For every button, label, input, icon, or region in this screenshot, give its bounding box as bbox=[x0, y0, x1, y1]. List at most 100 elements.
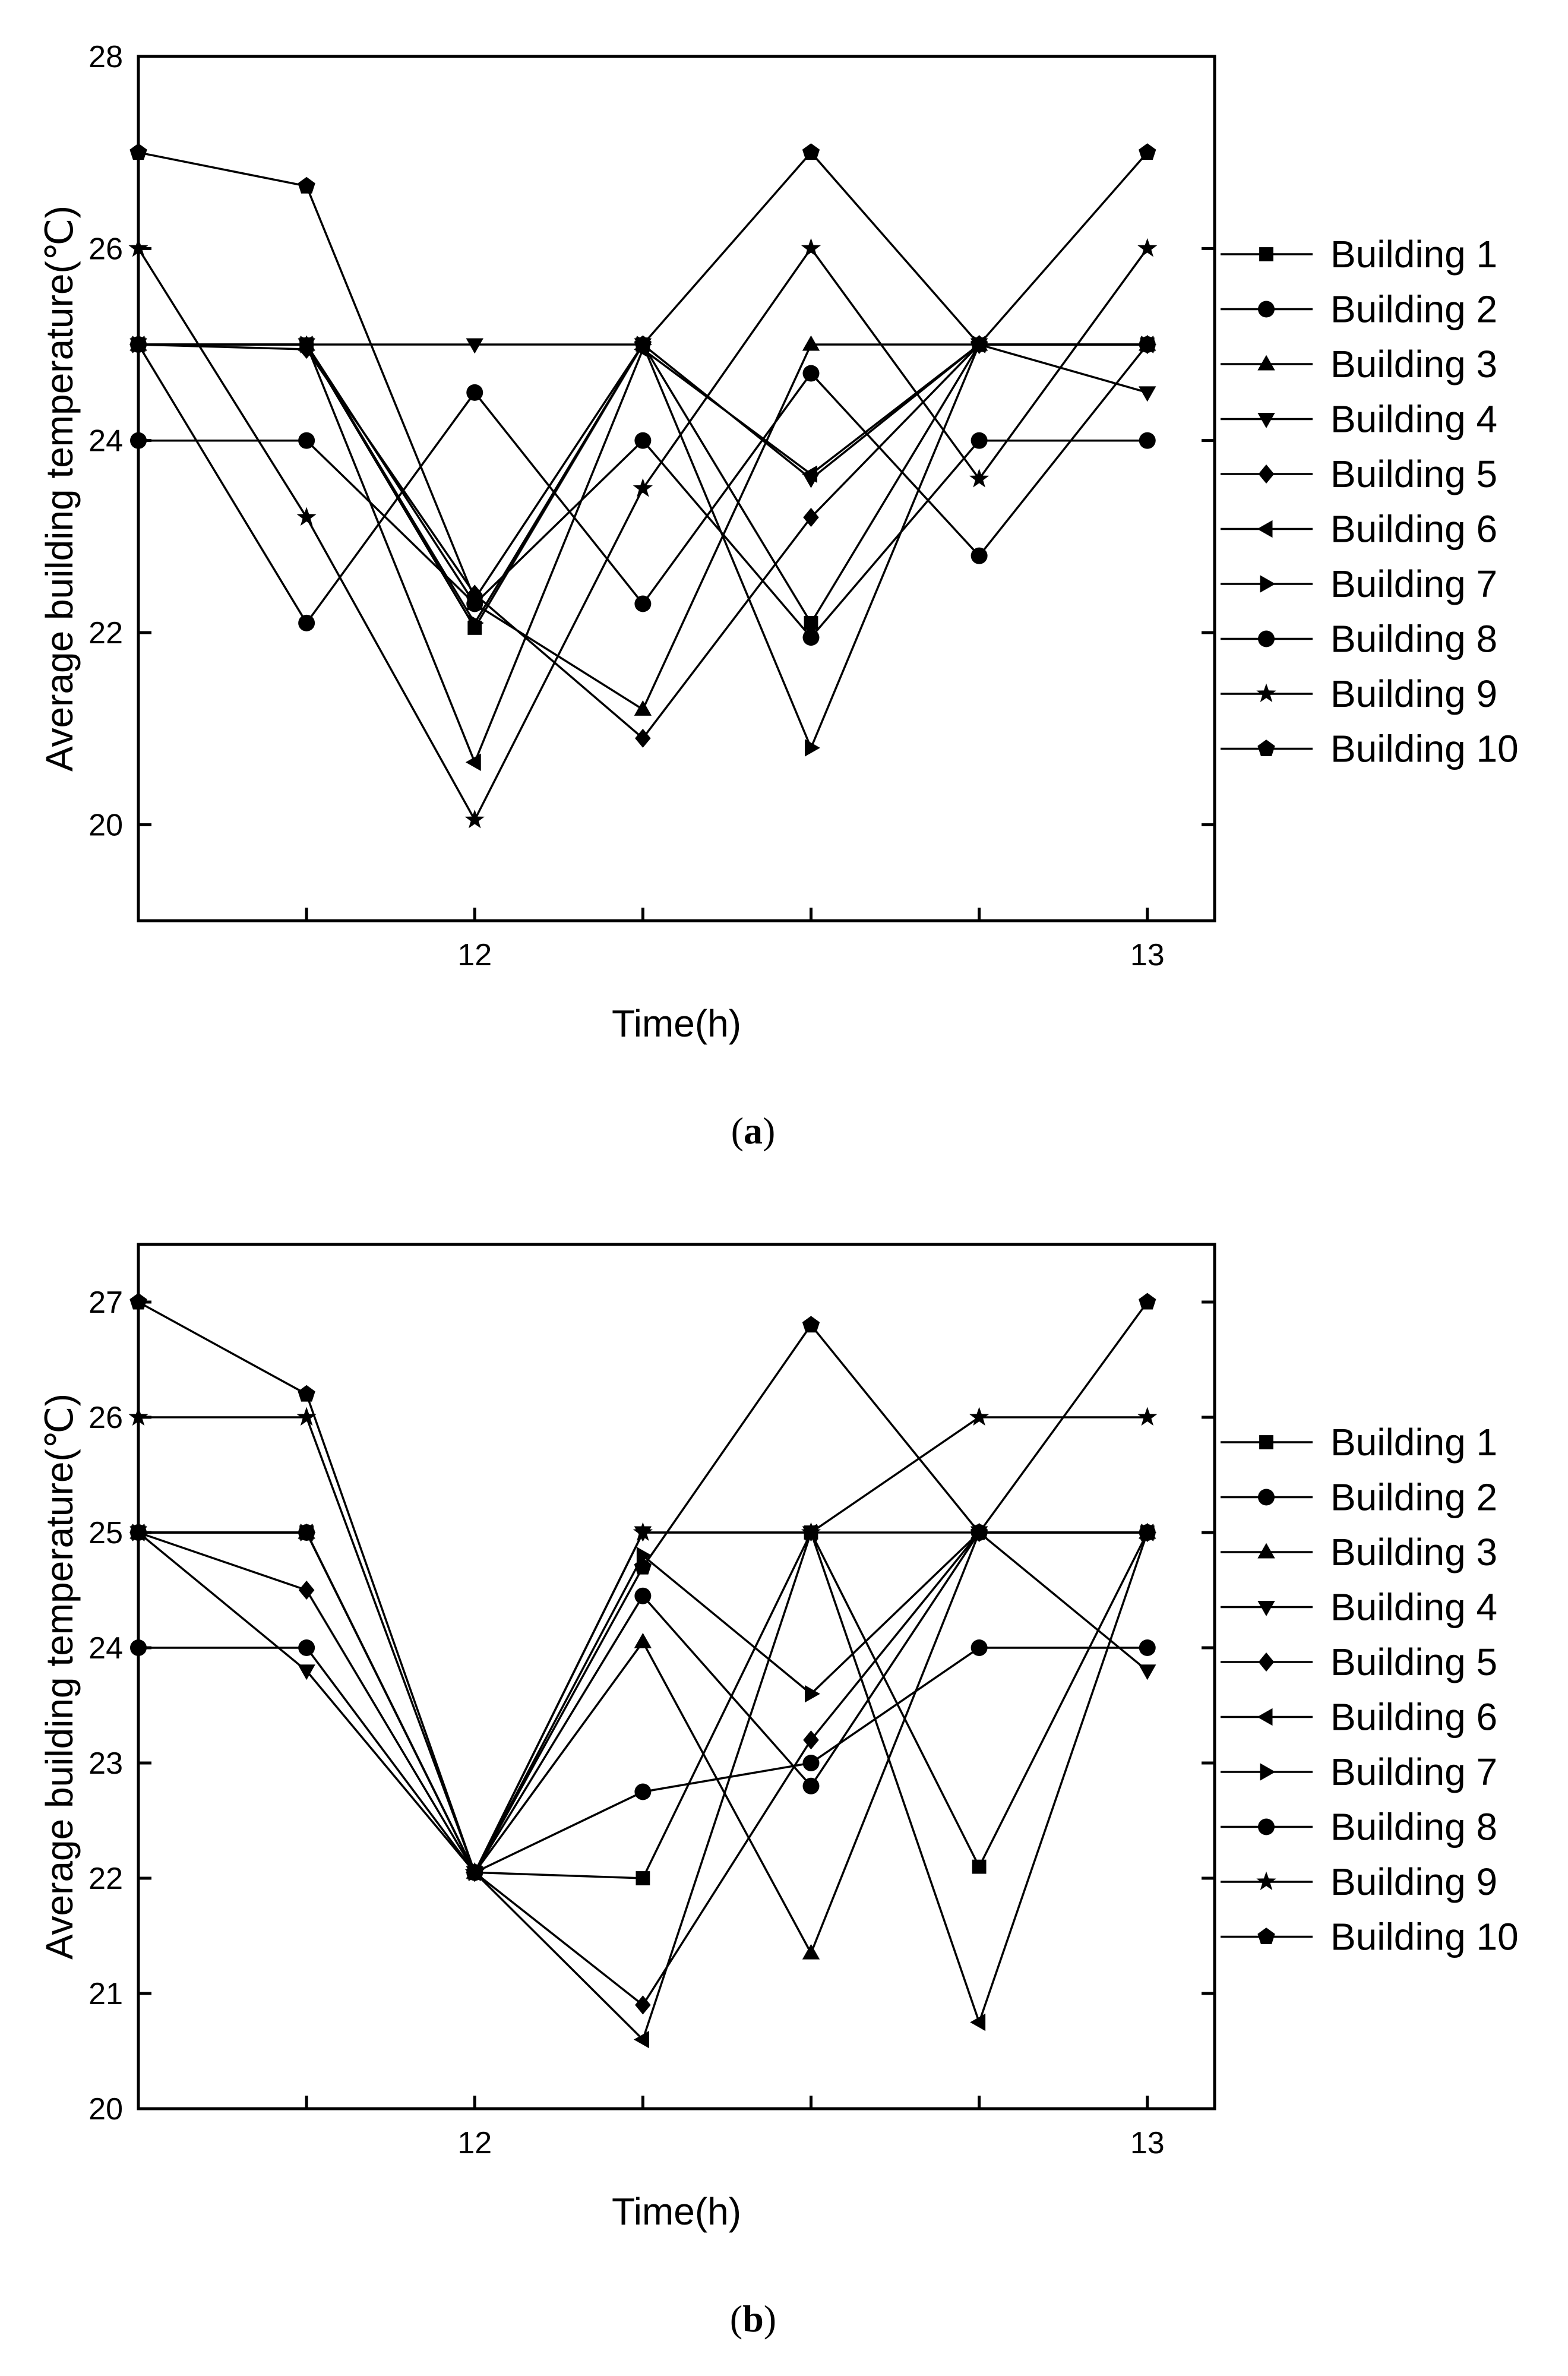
chart-b-point-b8-5 bbox=[802, 1755, 820, 1771]
chart-a-series-line-5 bbox=[138, 343, 1147, 740]
chart-a-point-b8-2 bbox=[298, 432, 315, 449]
chart-b-legend-label-9: Building 9 bbox=[1330, 1860, 1497, 1903]
chart-b-legend-marker-1 bbox=[1259, 1435, 1273, 1449]
chart-a-legend-label-7: Building 7 bbox=[1330, 563, 1497, 605]
chart-b-point-b4-2 bbox=[298, 1664, 315, 1680]
chart-b-point-b1-6 bbox=[972, 1859, 987, 1874]
chart-a-series-line-3 bbox=[138, 343, 1147, 711]
chart-b-legend-marker-5 bbox=[1258, 1652, 1275, 1672]
chart-a-point-b4-3 bbox=[466, 338, 483, 354]
chart-a-point-b9-7 bbox=[1137, 238, 1158, 257]
chart-a-point-b10-7 bbox=[1139, 143, 1156, 160]
chart-b-point-b10-3 bbox=[466, 1863, 483, 1880]
chart-a-point-b9-3 bbox=[464, 809, 485, 829]
chart-b-point-b7-1 bbox=[132, 1524, 148, 1541]
chart-a-point-b2-2 bbox=[298, 614, 315, 631]
chart-b-point-b10-4 bbox=[634, 1557, 652, 1575]
chart-a-point-b3-4 bbox=[634, 700, 652, 716]
chart-b-legend-marker-9 bbox=[1256, 1871, 1276, 1891]
chart-b-ytick-label: 26 bbox=[88, 1401, 123, 1435]
chart-a-legend-marker-9 bbox=[1256, 683, 1276, 703]
chart-a-xtick-label: 13 bbox=[1130, 938, 1165, 972]
chart-a-point-b2-3 bbox=[466, 384, 483, 401]
chart-b-svg: 20 21 22 23 24 25 26 27 12 13 Time(h) Average build… bbox=[38, 1243, 1519, 2340]
chart-a-point-b4-7 bbox=[1139, 386, 1156, 402]
chart-b-point-b7-5 bbox=[805, 1685, 820, 1703]
chart-a-xlabel: Time(h) bbox=[612, 1002, 741, 1045]
chart-b-legend-label-2: Building 2 bbox=[1330, 1476, 1497, 1519]
chart-b-ytick-label: 27 bbox=[88, 1285, 123, 1320]
chart-a-point-b6-5 bbox=[802, 465, 817, 483]
chart-a-point-b5-5 bbox=[803, 507, 819, 527]
chart-a-ylabel: Average building temperature(℃) bbox=[38, 206, 81, 772]
chart-b-legend-label-8: Building 8 bbox=[1330, 1806, 1497, 1849]
chart-a-ytick-label: 22 bbox=[88, 616, 123, 650]
chart-panel-a: 20 22 24 26 28 12 13 Time(h) Average building te… bbox=[38, 40, 1519, 1152]
chart-a-series-line-4 bbox=[138, 343, 1148, 481]
chart-a-legend-marker-4 bbox=[1257, 413, 1275, 428]
chart-b-point-b6-6 bbox=[970, 2013, 986, 2031]
chart-b-ytick-label: 25 bbox=[88, 1516, 123, 1550]
chart-a-legend-label-6: Building 6 bbox=[1330, 508, 1497, 551]
chart-a-xtick-label: 12 bbox=[457, 938, 492, 972]
chart-b-legend-label-4: Building 4 bbox=[1330, 1586, 1497, 1629]
chart-b-ytick-label: 24 bbox=[88, 1631, 123, 1666]
chart-a-legend-marker-5 bbox=[1258, 464, 1275, 484]
chart-a-point-b9-1 bbox=[128, 238, 148, 257]
chart-a-caption: (a) bbox=[731, 1110, 776, 1152]
chart-a-series-line-10 bbox=[138, 151, 1149, 602]
chart-b-point-b8-6 bbox=[970, 1639, 988, 1656]
chart-b-legend-label-7: Building 7 bbox=[1330, 1751, 1497, 1793]
chart-b-legend-label-10: Building 10 bbox=[1330, 1916, 1519, 1958]
chart-b-point-b8-4 bbox=[634, 1783, 652, 1800]
chart-a-point-b7-5 bbox=[805, 739, 820, 757]
chart-a-legend-label-2: Building 2 bbox=[1330, 288, 1497, 331]
chart-b-point-b3-4 bbox=[634, 1632, 652, 1648]
chart-a-point-b8-5 bbox=[802, 629, 820, 646]
chart-a-point-b10-3 bbox=[466, 590, 483, 606]
chart-a-legend-label-9: Building 9 bbox=[1330, 672, 1497, 715]
chart-b-series-line-8 bbox=[138, 1647, 1147, 1874]
chart-a-legend-label-3: Building 3 bbox=[1330, 343, 1497, 386]
chart-a-point-b7-1 bbox=[132, 336, 148, 353]
chart-a-series-line-6 bbox=[138, 343, 1147, 765]
chart-b-point-b10-6 bbox=[970, 1523, 988, 1540]
chart-b-legend-marker-4 bbox=[1257, 1601, 1275, 1616]
chart-b-legend-marker-8 bbox=[1258, 1818, 1275, 1835]
chart-b-legend-label-1: Building 1 bbox=[1330, 1421, 1497, 1464]
chart-b-ytick-label: 23 bbox=[88, 1746, 123, 1781]
chart-b-point-b8-2 bbox=[298, 1639, 315, 1656]
chart-a-point-b10-5 bbox=[802, 143, 820, 160]
chart-a-series-line-7 bbox=[138, 342, 1147, 751]
chart-b-point-b7-7 bbox=[1141, 1524, 1157, 1541]
chart-b-legend-label-3: Building 3 bbox=[1330, 1531, 1497, 1574]
chart-a-legend-marker-7 bbox=[1260, 575, 1276, 593]
chart-a-legend-marker-8 bbox=[1258, 630, 1275, 647]
chart-a-point-b2-4 bbox=[634, 595, 652, 612]
chart-a-point-b9-2 bbox=[296, 507, 317, 526]
chart-b-point-b3-5 bbox=[802, 1944, 820, 1960]
chart-a-ytick-label: 24 bbox=[88, 424, 123, 459]
chart-b-ytick-label: 21 bbox=[88, 1977, 123, 2011]
chart-b-point-b10-5 bbox=[802, 1316, 820, 1333]
chart-a-point-b8-4 bbox=[634, 432, 652, 449]
chart-a-ytick-label: 20 bbox=[88, 808, 123, 842]
chart-a-legend-label-5: Building 5 bbox=[1330, 453, 1497, 495]
chart-b-point-b10-1 bbox=[129, 1293, 147, 1310]
chart-b-xtick-label: 13 bbox=[1130, 2126, 1165, 2160]
chart-a-point-b10-4 bbox=[634, 335, 652, 352]
chart-a-point-b8-1 bbox=[130, 432, 147, 449]
chart-b-point-b5-5 bbox=[803, 1730, 819, 1750]
chart-a-legend-label-10: Building 10 bbox=[1330, 728, 1519, 770]
chart-a-legend-label-1: Building 1 bbox=[1330, 233, 1497, 276]
chart-a-point-b3-5 bbox=[802, 335, 820, 351]
chart-a-point-b7-2 bbox=[300, 336, 316, 353]
chart-a-point-b8-7 bbox=[1139, 432, 1156, 449]
chart-a-point-b10-2 bbox=[298, 176, 315, 194]
chart-b-caption: (b) bbox=[730, 2298, 776, 2340]
chart-b-point-b10-2 bbox=[298, 1385, 315, 1402]
chart-b-point-b7-2 bbox=[300, 1524, 316, 1541]
chart-a-point-b7-7 bbox=[1141, 336, 1157, 353]
chart-b-point-b9-7 bbox=[1137, 1407, 1158, 1426]
chart-b-legend-marker-2 bbox=[1258, 1489, 1275, 1506]
